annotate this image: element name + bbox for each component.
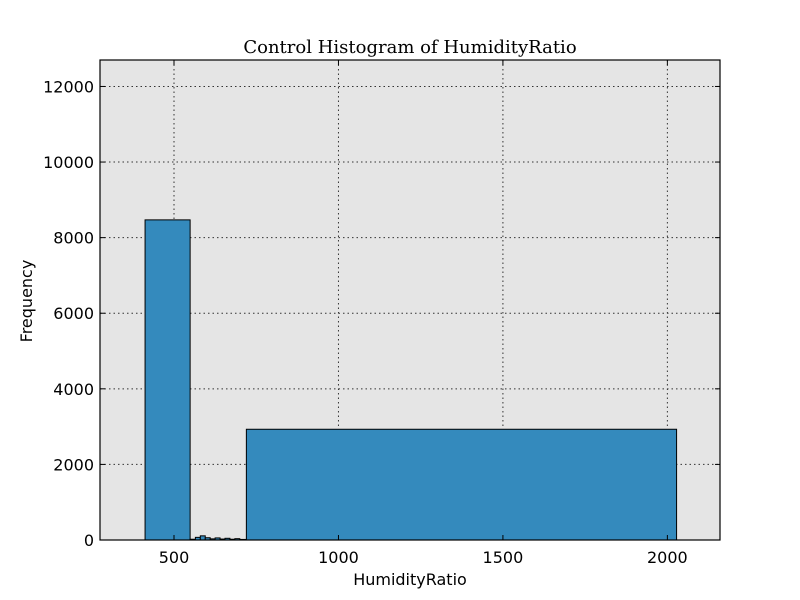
y-tick-label: 2000	[53, 455, 94, 474]
histogram-bar	[199, 535, 206, 541]
y-tick-label: 8000	[53, 229, 94, 248]
x-tick-labels: 500 1000 1500 2000	[159, 548, 688, 567]
x-tick-label: 500	[159, 548, 190, 567]
x-tick-label: 1000	[318, 548, 359, 567]
histogram-bar	[144, 219, 191, 541]
x-tick-label: 1500	[483, 548, 524, 567]
x-axis-label: HumidityRatio	[353, 570, 467, 589]
bars	[144, 219, 678, 541]
x-tick-label: 2000	[647, 548, 688, 567]
y-tick-label: 4000	[53, 380, 94, 399]
y-tick-label: 0	[84, 531, 94, 550]
y-tick-label: 10000	[43, 153, 94, 172]
plot-frame	[99, 59, 721, 541]
y-tick-label: 12000	[43, 77, 94, 96]
y-tick-label: 6000	[53, 304, 94, 323]
chart-title: Control Histogram of HumidityRatio	[243, 37, 576, 58]
y-axis-label: Frequency	[17, 260, 36, 343]
y-tick-labels: 0 2000 4000 6000 8000 10000 12000	[43, 77, 94, 550]
histogram-bar	[245, 428, 678, 541]
